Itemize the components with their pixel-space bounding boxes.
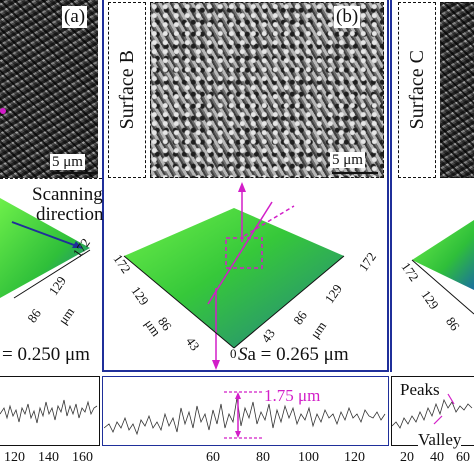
scanning-label: Scanning [32, 184, 103, 205]
profile-frame-left [0, 376, 100, 446]
profile-line-mid [104, 391, 386, 439]
left-tick-120: 120 [4, 450, 25, 465]
magenta-arrow-a [0, 108, 6, 114]
direction-label: direction [36, 204, 104, 225]
valleys-label: Valley [418, 430, 462, 450]
surface-3d-a [0, 198, 91, 299]
right-tick-40: 40 [430, 450, 444, 465]
scale-line-a [52, 172, 96, 174]
height-label: 1.75 μm [264, 386, 321, 405]
magenta-arrowhead-up [238, 182, 246, 192]
b-origin: 0 [230, 346, 237, 361]
surface-b-shape [124, 208, 344, 348]
magenta-dash-line [243, 205, 295, 237]
sem-image-c [440, 2, 474, 178]
profile-frame-mid [102, 376, 389, 446]
scale-bar-a: 5 μm [50, 154, 85, 171]
panel-label-a: (a) [62, 6, 88, 28]
right-tick-20: 20 [400, 450, 414, 465]
row-separator-a [0, 178, 102, 179]
surface-b-box: Surface B [108, 2, 146, 178]
panel-frame-b [102, 0, 389, 372]
scale-bar-b-text: 5 μm [330, 152, 365, 168]
magenta-scan-line [207, 201, 273, 305]
right-tick-60: 60 [456, 450, 470, 465]
mid-tick-80: 80 [256, 450, 270, 465]
surface-3d-c [411, 220, 474, 315]
surface-c-label: Surface C [405, 50, 428, 130]
surface-3d-b [123, 182, 345, 370]
surface-b-label: Surface B [115, 50, 138, 130]
surface-a-shape [0, 198, 90, 298]
left-tick-140: 140 [38, 450, 59, 465]
scan-direction-arrowhead [72, 241, 82, 248]
sa-italic-s: S [238, 344, 248, 365]
sa-value-b: Sa = 0.265 μm [238, 344, 349, 366]
mid-tick-120: 120 [344, 450, 365, 465]
sem-image-b [150, 2, 384, 178]
sem-image-a [0, 0, 98, 178]
left-tick-160: 160 [72, 450, 93, 465]
magenta-selection-box [225, 237, 263, 269]
sa-value-a: = 0.250 μm [2, 344, 90, 365]
scan-direction-arrow [11, 221, 83, 249]
scale-bar-b: 5 μm [330, 152, 365, 169]
surface-c-shape [412, 220, 474, 290]
profile-line-right [392, 393, 473, 429]
panel-label-b: (b) [334, 6, 361, 28]
surface-c-box: Surface C [398, 2, 436, 178]
mid-tick-100: 100 [298, 450, 319, 465]
magenta-arrowhead-down [212, 360, 220, 370]
profile-line-left [0, 399, 98, 424]
peaks-label: Peaks [400, 380, 440, 399]
scale-line-b [332, 172, 378, 174]
panel-frame-c [390, 0, 474, 372]
sa-rest-b: a = 0.265 μm [247, 344, 349, 365]
scale-bar-a-text: 5 μm [50, 154, 85, 170]
mid-tick-60: 60 [206, 450, 220, 465]
